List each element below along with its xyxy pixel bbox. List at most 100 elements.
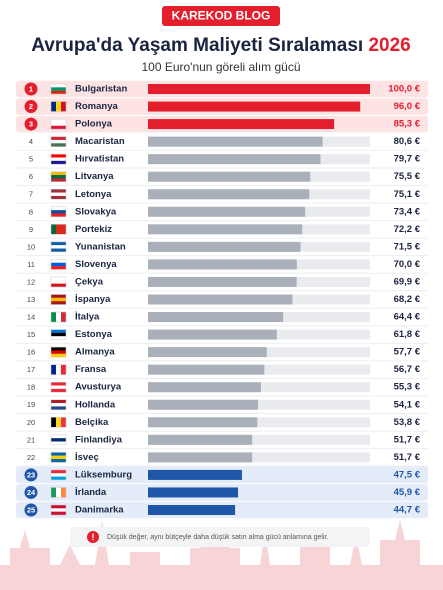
- flag-border: [50, 364, 67, 375]
- flag-border: [50, 241, 67, 253]
- flag-stripe: [51, 266, 66, 270]
- y-tick-label: İsveç: [75, 452, 99, 463]
- rank: 14: [27, 313, 35, 322]
- y-tick-label: Litvanya: [75, 171, 114, 182]
- value-label: 45,9 €: [394, 487, 421, 498]
- flag-stripe: [51, 336, 66, 340]
- flag-stripe: [51, 139, 66, 144]
- flag-stripe: [51, 353, 66, 358]
- info-icon: [87, 531, 99, 543]
- flag-stripe: [51, 388, 66, 393]
- bar: [148, 347, 267, 358]
- value-label: 80,6 €: [394, 136, 421, 147]
- flag-border: [50, 189, 67, 200]
- flag-border: [50, 329, 67, 340]
- rank: 2: [29, 102, 33, 111]
- y-tick-label: Polonya: [75, 119, 113, 130]
- bar: [148, 171, 311, 182]
- y-tick-label: Bulgaristan: [75, 84, 127, 95]
- rank: 7: [29, 190, 33, 199]
- bar: [148, 119, 335, 130]
- flag-stripe: [56, 487, 62, 498]
- flag-stripe: [51, 505, 66, 509]
- rows: 1 Bulgaristan 100,0 € 2 Romanya 96,0 € 3 Polony…: [16, 80, 428, 519]
- y-tick-label: Avusturya: [75, 382, 122, 393]
- flag-border: [50, 276, 67, 288]
- bar-track: [148, 399, 370, 410]
- flag-stripe: [51, 160, 66, 165]
- flag-stripe: [51, 347, 66, 351]
- flag-border: [50, 346, 67, 358]
- flag-border: [50, 504, 67, 516]
- flag-stripe: [51, 136, 66, 141]
- flag-stripe: [61, 224, 67, 235]
- bar: [148, 487, 239, 498]
- bar: [148, 452, 253, 463]
- rank: 12: [27, 277, 35, 286]
- rank: 4: [29, 137, 33, 146]
- rank: 21: [27, 435, 35, 444]
- value-label: 51,7 €: [394, 434, 421, 445]
- flag-stripe: [56, 312, 62, 323]
- flag-border: [50, 417, 67, 428]
- y-tick-label: Estonya: [75, 329, 113, 340]
- flag-stripe: [51, 245, 66, 249]
- value-label: 70,0 €: [394, 259, 421, 270]
- flag-stripe: [61, 312, 67, 323]
- flag-border: [50, 136, 67, 147]
- flag-stripe: [51, 84, 66, 88]
- flag-stripe: [51, 206, 66, 211]
- value-label: 69,9 €: [394, 276, 421, 287]
- rank-badge: [24, 485, 38, 499]
- flag-stripe: [51, 189, 66, 193]
- bar: [148, 434, 253, 445]
- flag-stripe: [51, 350, 66, 354]
- flag-stripe: [51, 213, 66, 217]
- value-label: 75,1 €: [394, 189, 421, 200]
- chart-title: Avrupa'da Yaşam Maliyeti Sıralaması 2026: [31, 35, 410, 56]
- rank: 11: [27, 260, 35, 269]
- bar: [148, 259, 297, 270]
- value-label: 79,7 €: [394, 154, 421, 165]
- flag-stripe: [51, 434, 66, 439]
- flag-stripe: [51, 417, 57, 428]
- rank-badge: [24, 82, 38, 96]
- flag-stripe: [51, 455, 66, 460]
- rank: 10: [27, 242, 35, 251]
- flag-stripe: [51, 122, 66, 126]
- flag-stripe: [51, 262, 66, 267]
- flag-stripe: [51, 441, 66, 445]
- bar: [148, 241, 301, 252]
- badge-box: [162, 6, 280, 26]
- y-tick-label: Lüksemburg: [75, 469, 132, 480]
- flag-stripe: [51, 382, 66, 386]
- flag-stripe: [51, 403, 66, 407]
- rank: 22: [27, 453, 35, 462]
- flag-stripe: [56, 364, 62, 375]
- bar: [148, 382, 261, 393]
- flag-stripe: [51, 175, 66, 179]
- flag-stripe: [51, 224, 57, 235]
- bar-track: [148, 434, 370, 445]
- value-label: 47,5 €: [394, 469, 421, 480]
- flag-stripe: [51, 101, 57, 112]
- bar: [148, 224, 303, 235]
- bar: [148, 206, 306, 217]
- flag-stripe: [61, 364, 67, 375]
- flag-stripe: [51, 385, 66, 389]
- flag-border: [50, 434, 67, 446]
- value-label: 96,0 €: [394, 101, 421, 112]
- flag-stripe: [51, 90, 66, 95]
- bar: [148, 312, 284, 323]
- value-label: 54,1 €: [394, 399, 421, 410]
- flag-stripe: [51, 469, 66, 474]
- value-label: 53,8 €: [394, 417, 421, 428]
- bar: [148, 294, 293, 305]
- rank: 9: [29, 225, 33, 234]
- y-tick-label: Finlandiya: [75, 434, 123, 445]
- flag-stripe: [51, 487, 57, 498]
- y-tick-label: Almanya: [75, 347, 115, 358]
- flag-stripe: [51, 294, 66, 298]
- y-tick-label: Letonya: [75, 189, 112, 200]
